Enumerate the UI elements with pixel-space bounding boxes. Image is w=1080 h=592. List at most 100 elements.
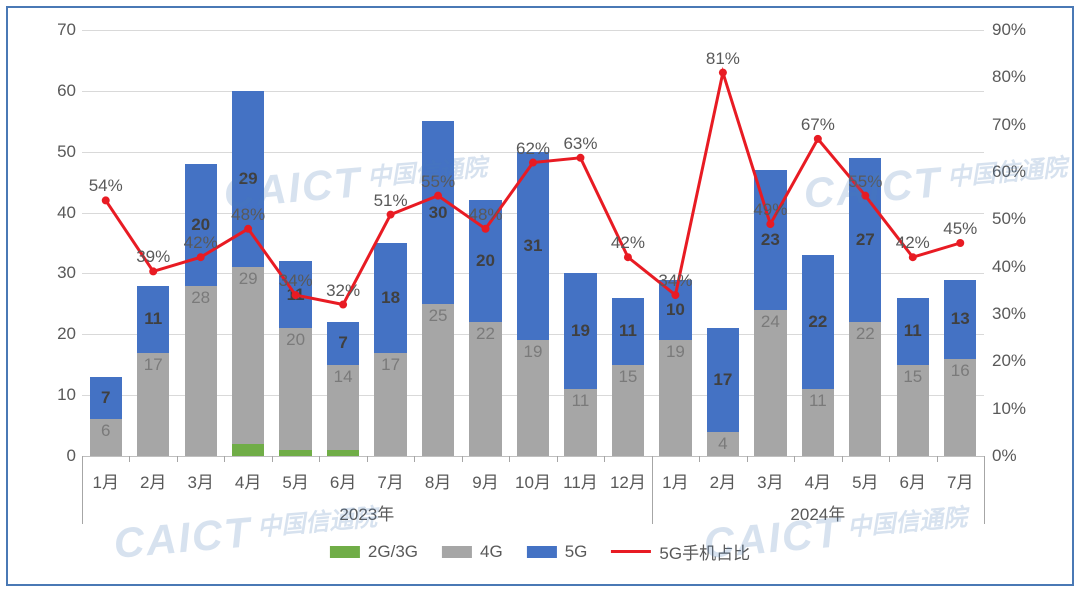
x-tick <box>272 456 273 462</box>
line-value-label: 67% <box>801 115 835 135</box>
legend: 2G/3G 4G 5G 5G手机占比 <box>330 539 750 564</box>
x-tick <box>699 456 700 462</box>
x-tick <box>224 456 225 462</box>
line-value-label: 63% <box>563 134 597 154</box>
bar-label-4g: 29 <box>239 269 258 289</box>
y2-tick-label: 20% <box>984 351 1026 371</box>
line-marker <box>576 154 584 162</box>
bar-label-4g: 19 <box>524 342 543 362</box>
line-value-label: 48% <box>231 205 265 225</box>
bar-label-4g: 14 <box>334 367 353 387</box>
legend-item-s4g: 4G <box>442 542 503 562</box>
watermark: CAICT中国信通院 <box>802 147 1070 218</box>
x-tick <box>414 456 415 462</box>
gridline <box>82 91 984 92</box>
bar-label-4g: 11 <box>809 391 827 411</box>
group-end-tick <box>984 462 985 524</box>
bar-label-4g: 15 <box>618 367 637 387</box>
x-tick <box>842 456 843 462</box>
legend-swatch <box>527 546 557 558</box>
y1-tick-label: 0 <box>67 446 82 466</box>
legend-label: 4G <box>480 542 503 562</box>
bar-label-5g: 11 <box>619 321 637 341</box>
x-tick <box>129 456 130 462</box>
bar-label-5g: 19 <box>571 321 590 341</box>
y1-tick-label: 20 <box>57 324 82 344</box>
bar-label-4g: 25 <box>429 306 448 326</box>
line-value-label: 42% <box>896 233 930 253</box>
bar-s2g3g <box>279 450 311 456</box>
bar-s4g <box>232 267 264 443</box>
bar-label-5g: 10 <box>666 300 685 320</box>
bar-label-5g: 11 <box>144 309 162 329</box>
line-value-label: 34% <box>658 271 692 291</box>
line-marker <box>719 69 727 77</box>
bar-label-5g: 20 <box>191 215 210 235</box>
y1-tick-label: 70 <box>57 20 82 40</box>
y1-tick-label: 60 <box>57 81 82 101</box>
x-tick-label: 2月 <box>140 468 166 493</box>
line-marker <box>956 239 964 247</box>
line-value-label: 42% <box>184 233 218 253</box>
x-tick-label: 7月 <box>947 468 973 493</box>
x-tick-label: 7月 <box>377 468 403 493</box>
line-marker <box>814 135 822 143</box>
bar-s4g <box>185 286 217 456</box>
line-value-label: 34% <box>279 271 313 291</box>
legend-label: 5G <box>565 542 588 562</box>
bar-label-5g: 31 <box>524 236 543 256</box>
group-label: 2024年 <box>790 500 845 525</box>
bar-label-5g: 29 <box>239 169 258 189</box>
legend-item-line: 5G手机占比 <box>611 539 750 564</box>
x-tick-label: 9月 <box>472 468 498 493</box>
y2-tick-label: 70% <box>984 115 1026 135</box>
x-tick <box>557 456 558 462</box>
y2-tick-label: 50% <box>984 209 1026 229</box>
line-value-label: 42% <box>611 233 645 253</box>
legend-item-s2g3g: 2G/3G <box>330 542 418 562</box>
legend-item-s5g: 5G <box>527 542 588 562</box>
bar-label-5g: 7 <box>101 388 110 408</box>
x-tick <box>604 456 605 462</box>
bar-label-5g: 27 <box>856 230 875 250</box>
x-tick <box>367 456 368 462</box>
x-tick-label: 6月 <box>900 468 926 493</box>
x-tick-label: 4月 <box>235 468 261 493</box>
y2-tick-label: 0% <box>984 446 1017 466</box>
bar-label-4g: 19 <box>666 342 685 362</box>
x-tick <box>462 456 463 462</box>
bar-label-4g: 20 <box>286 330 305 350</box>
bar-s2g3g <box>232 444 264 456</box>
y2-tick-label: 30% <box>984 304 1026 324</box>
y2-tick-label: 90% <box>984 20 1026 40</box>
x-tick-label: 8月 <box>425 468 451 493</box>
x-tick-label: 4月 <box>805 468 831 493</box>
x-tick-label: 5月 <box>852 468 878 493</box>
bar-label-4g: 11 <box>572 391 590 411</box>
bar-label-4g: 17 <box>381 355 400 375</box>
group-separator <box>652 462 653 524</box>
line-marker <box>624 253 632 261</box>
bar-s2g3g <box>327 450 359 456</box>
y2-tick-label: 80% <box>984 67 1026 87</box>
line-value-label: 32% <box>326 281 360 301</box>
line-value-label: 45% <box>943 219 977 239</box>
legend-line-swatch <box>611 550 651 553</box>
y1-tick-label: 10 <box>57 385 82 405</box>
line-value-label: 55% <box>421 172 455 192</box>
legend-label: 5G手机占比 <box>659 539 750 564</box>
line-value-label: 49% <box>753 200 787 220</box>
y1-tick-label: 50 <box>57 142 82 162</box>
x-tick-label: 5月 <box>282 468 308 493</box>
gridline <box>82 30 984 31</box>
x-tick-label: 10月 <box>515 468 551 493</box>
x-tick-label: 11月 <box>563 468 598 493</box>
line-marker <box>909 253 917 261</box>
line-marker <box>339 301 347 309</box>
line-value-label: 54% <box>89 176 123 196</box>
x-tick-label: 2月 <box>710 468 736 493</box>
bar-label-5g: 30 <box>429 203 448 223</box>
bar-label-4g: 17 <box>144 355 163 375</box>
bar-label-5g: 7 <box>338 333 347 353</box>
bar-label-5g: 11 <box>904 321 922 341</box>
